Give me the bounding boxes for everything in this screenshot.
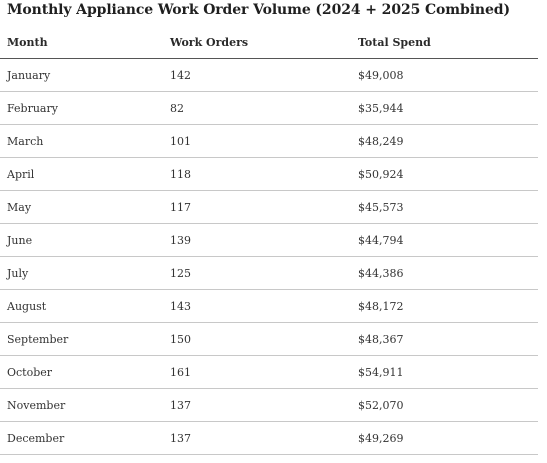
table-row: November 137 $52,070 <box>0 388 538 422</box>
cell-month: February <box>0 91 163 125</box>
table-row: March 101 $48,249 <box>0 124 538 158</box>
cell-total-spend: $44,386 <box>351 256 538 290</box>
column-header-month: Month <box>0 26 163 59</box>
cell-total-spend: $52,070 <box>351 388 538 422</box>
cell-total-spend: $48,172 <box>351 289 538 323</box>
cell-work-orders: 117 <box>163 190 351 224</box>
cell-month: December <box>0 421 163 455</box>
cell-month: September <box>0 322 163 356</box>
table-body: January 142 $49,008 February 82 $35,944 … <box>0 58 538 455</box>
cell-total-spend: $45,573 <box>351 190 538 224</box>
cell-total-spend: $50,924 <box>351 157 538 191</box>
work-order-table: Month Work Orders Total Spend January 14… <box>0 26 538 455</box>
cell-work-orders: 125 <box>163 256 351 290</box>
table-title: Monthly Appliance Work Order Volume (202… <box>7 2 511 18</box>
table-row: January 142 $49,008 <box>0 58 538 92</box>
cell-month: June <box>0 223 163 257</box>
cell-month: April <box>0 157 163 191</box>
table-header: Month Work Orders Total Spend <box>0 26 538 59</box>
cell-month: May <box>0 190 163 224</box>
cell-month: November <box>0 388 163 422</box>
table-row: October 161 $54,911 <box>0 355 538 389</box>
cell-total-spend: $49,269 <box>351 421 538 455</box>
cell-work-orders: 137 <box>163 421 351 455</box>
cell-work-orders: 82 <box>163 91 351 125</box>
cell-month: March <box>0 124 163 158</box>
table-row: May 117 $45,573 <box>0 190 538 224</box>
cell-total-spend: $48,249 <box>351 124 538 158</box>
column-header-total-spend: Total Spend <box>351 26 538 59</box>
cell-month: August <box>0 289 163 323</box>
cell-work-orders: 139 <box>163 223 351 257</box>
cell-month: January <box>0 58 163 92</box>
cell-work-orders: 101 <box>163 124 351 158</box>
cell-total-spend: $49,008 <box>351 58 538 92</box>
table-row: August 143 $48,172 <box>0 289 538 323</box>
cell-work-orders: 161 <box>163 355 351 389</box>
cell-month: October <box>0 355 163 389</box>
column-header-work-orders: Work Orders <box>163 26 351 59</box>
cell-work-orders: 137 <box>163 388 351 422</box>
header-row: Month Work Orders Total Spend <box>0 26 538 59</box>
cell-work-orders: 118 <box>163 157 351 191</box>
cell-total-spend: $35,944 <box>351 91 538 125</box>
cell-work-orders: 142 <box>163 58 351 92</box>
table-row: December 137 $49,269 <box>0 421 538 455</box>
table-row: June 139 $44,794 <box>0 223 538 257</box>
table-row: September 150 $48,367 <box>0 322 538 356</box>
cell-total-spend: $54,911 <box>351 355 538 389</box>
cell-work-orders: 150 <box>163 322 351 356</box>
cell-total-spend: $48,367 <box>351 322 538 356</box>
cell-work-orders: 143 <box>163 289 351 323</box>
cell-month: July <box>0 256 163 290</box>
cell-total-spend: $44,794 <box>351 223 538 257</box>
table-row: February 82 $35,944 <box>0 91 538 125</box>
table-row: April 118 $50,924 <box>0 157 538 191</box>
table-row: July 125 $44,386 <box>0 256 538 290</box>
